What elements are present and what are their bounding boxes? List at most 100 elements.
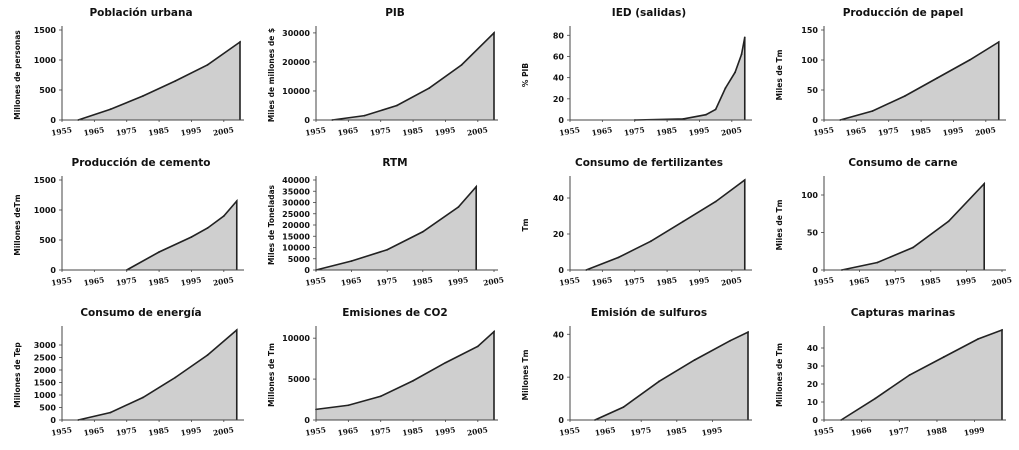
x-tick-label: 1995 bbox=[688, 125, 710, 137]
data-point bbox=[493, 330, 495, 333]
data-point bbox=[904, 95, 906, 97]
x-tick-label: 1985 bbox=[148, 425, 170, 437]
x-tick-label: 2005 bbox=[212, 125, 234, 137]
x-tick-label: 1965 bbox=[845, 125, 867, 137]
data-point bbox=[444, 361, 447, 364]
y-tick-label: 0 bbox=[50, 116, 56, 125]
x-tick-label: 1975 bbox=[115, 125, 137, 137]
chart-title: Consumo de energía bbox=[80, 307, 201, 319]
chart-title: Emisión de sulfuros bbox=[591, 307, 707, 319]
data-point bbox=[142, 95, 144, 97]
y-axis-label: Miles de Tm bbox=[775, 49, 784, 100]
data-point bbox=[379, 395, 382, 398]
y-tick-label: 40 bbox=[553, 194, 565, 203]
x-tick-label: 2005 bbox=[212, 425, 234, 437]
data-point bbox=[734, 71, 736, 74]
y-tick-label: 100 bbox=[801, 56, 818, 65]
y-tick-label: 0 bbox=[304, 416, 310, 425]
y-tick-label: 5000 bbox=[288, 255, 311, 264]
data-point bbox=[617, 256, 620, 259]
chart-title: Capturas marinas bbox=[851, 307, 956, 319]
series-line bbox=[315, 329, 495, 420]
data-point bbox=[476, 345, 479, 348]
y-tick-label: 10000 bbox=[282, 334, 310, 343]
series-area bbox=[316, 331, 494, 420]
x-tick-label: 1995 bbox=[180, 425, 202, 437]
y-tick-label: 40 bbox=[807, 344, 819, 353]
data-point bbox=[622, 406, 625, 409]
data-point bbox=[235, 329, 238, 331]
chart-title: Producción de papel bbox=[843, 7, 964, 19]
data-point bbox=[239, 41, 241, 43]
x-tick-label: 1975 bbox=[115, 275, 137, 287]
chart-svg: Capturas marinas Millones de Tm 0 10 20 30 40 1… bbox=[775, 307, 1006, 438]
chart-svg: Consumo de energía Millones de Tep 0 500 100… bbox=[13, 307, 244, 438]
x-tick-label: 2005 bbox=[466, 125, 488, 137]
y-tick-label: 0 bbox=[304, 116, 310, 125]
x-tick-label: 1995 bbox=[447, 275, 469, 287]
series-area bbox=[126, 201, 237, 270]
chart-panel: Capturas marinas Millones de Tm 0 10 20 30 40 1… bbox=[770, 302, 1018, 450]
series-area bbox=[841, 330, 1002, 420]
x-tick-label: 1955 bbox=[559, 125, 581, 137]
chart-panel: RTM Miles de Toneladas 0 5000 10000 15000 2000… bbox=[262, 152, 510, 300]
data-point bbox=[871, 110, 874, 112]
data-point bbox=[747, 331, 749, 334]
data-point bbox=[475, 185, 478, 188]
x-tick-label: 1975 bbox=[884, 275, 906, 287]
x-tick-label: 1995 bbox=[688, 275, 710, 287]
chart-svg: PIB Miles de millones de $ 0 10000 20000 3000… bbox=[267, 7, 498, 138]
data-point bbox=[347, 404, 350, 407]
data-point bbox=[705, 113, 707, 116]
chart-title: Consumo de carne bbox=[848, 157, 957, 169]
data-point bbox=[942, 356, 945, 358]
data-point bbox=[1001, 329, 1003, 331]
y-tick-label: 0 bbox=[50, 416, 56, 425]
data-point bbox=[235, 200, 238, 202]
y-axis-label: Tm bbox=[521, 218, 530, 231]
x-tick-label: 1955 bbox=[51, 275, 73, 287]
data-point bbox=[936, 77, 939, 79]
y-tick-label: 50 bbox=[807, 229, 819, 238]
y-axis-label: Miles de Tm bbox=[775, 199, 784, 250]
y-tick-label: 1000 bbox=[34, 206, 57, 215]
y-tick-label: 500 bbox=[39, 86, 56, 95]
x-tick-label: 1955 bbox=[559, 425, 581, 437]
x-tick-label: 2005 bbox=[974, 125, 996, 137]
data-point bbox=[142, 396, 144, 399]
x-tick-label: 1975 bbox=[376, 275, 398, 287]
data-point bbox=[158, 251, 160, 253]
chart-svg: Consumo de carne Miles de Tm 0 50 100 1955 196… bbox=[775, 157, 1013, 288]
data-point bbox=[457, 206, 460, 208]
data-point bbox=[174, 376, 177, 379]
x-tick-label: 1965 bbox=[594, 425, 616, 437]
data-point bbox=[693, 359, 696, 361]
chart-svg: Consumo de fertilizantes Tm 0 20 40 1955 1965 1… bbox=[521, 157, 752, 288]
data-point bbox=[493, 32, 495, 34]
data-point bbox=[743, 36, 746, 39]
chart-svg: Emisiones de CO2 Millones de Tm 0 5000 10000… bbox=[267, 307, 498, 438]
series-area bbox=[78, 330, 237, 420]
data-point bbox=[460, 63, 463, 66]
y-tick-label: 15000 bbox=[282, 232, 310, 241]
data-point bbox=[983, 182, 986, 185]
y-tick-label: 2500 bbox=[34, 354, 57, 363]
data-point bbox=[350, 260, 353, 262]
x-tick-label: 1955 bbox=[51, 425, 73, 437]
data-point bbox=[968, 59, 971, 61]
chart-panel: Producción de papel Miles de Tm 0 50 100 150 1… bbox=[770, 2, 1018, 150]
y-tick-label: 30000 bbox=[282, 29, 310, 38]
y-tick-label: 10000 bbox=[282, 244, 310, 253]
x-tick-label: 1985 bbox=[148, 275, 170, 287]
y-tick-label: 2000 bbox=[34, 366, 57, 375]
series-area bbox=[78, 42, 240, 120]
chart-panel: Consumo de fertilizantes Tm 0 20 40 1955 1965 1… bbox=[516, 152, 764, 300]
y-tick-label: 1500 bbox=[34, 176, 57, 185]
y-tick-label: 0 bbox=[50, 266, 56, 275]
chart-svg: RTM Miles de Toneladas 0 5000 10000 15000 2000… bbox=[267, 157, 505, 288]
x-tick-label: 1995 bbox=[180, 125, 202, 137]
chart-panel: Consumo de energía Millones de Tep 0 500 100… bbox=[8, 302, 256, 450]
data-point bbox=[206, 63, 209, 66]
y-tick-label: 0 bbox=[812, 116, 818, 125]
x-tick-label: 1965 bbox=[83, 275, 105, 287]
